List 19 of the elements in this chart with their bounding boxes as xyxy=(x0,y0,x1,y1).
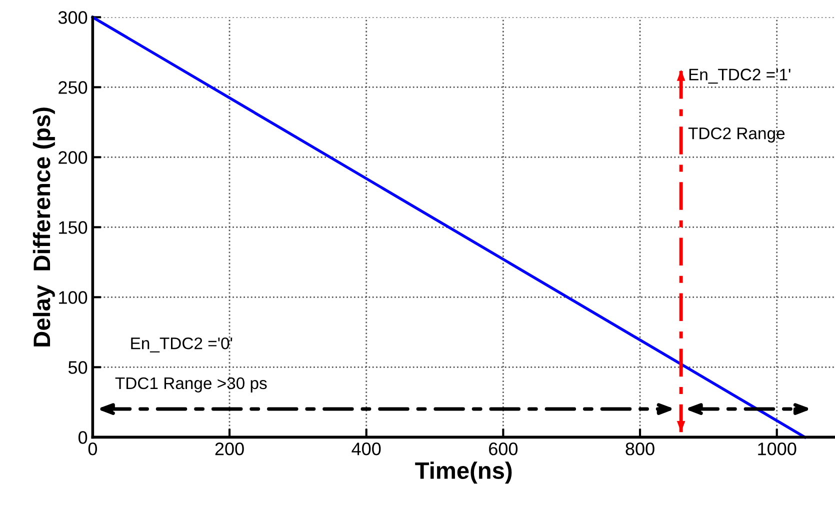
y-axis-title: Delay Difference (ps) xyxy=(32,108,55,346)
x-tick-label: 0 xyxy=(88,442,97,456)
x-tick-label: 200 xyxy=(215,442,244,456)
x-tick-label: 1000 xyxy=(758,442,796,456)
y-tick-label: 100 xyxy=(59,291,88,304)
y-tick-label: 300 xyxy=(58,11,88,24)
y-tick-label: 200 xyxy=(58,151,88,164)
x-tick-label: 400 xyxy=(352,442,381,456)
x-axis-title: Time(ns) xyxy=(415,462,512,484)
annotation: En_TDC2 ='1' xyxy=(689,68,790,84)
annotation: En_TDC2 ='0' xyxy=(131,337,232,352)
y-tick-label: 150 xyxy=(59,221,88,234)
x-tick-label: 800 xyxy=(626,442,654,456)
y-tick-label: 250 xyxy=(58,81,88,94)
y-tick-label: 50 xyxy=(68,361,88,374)
y-tick-label: 0 xyxy=(78,431,88,444)
annotation: TDC2 Range xyxy=(688,127,785,143)
x-tick-label: 600 xyxy=(489,442,518,456)
annotation: TDC1 Range >30 ps xyxy=(115,377,267,392)
